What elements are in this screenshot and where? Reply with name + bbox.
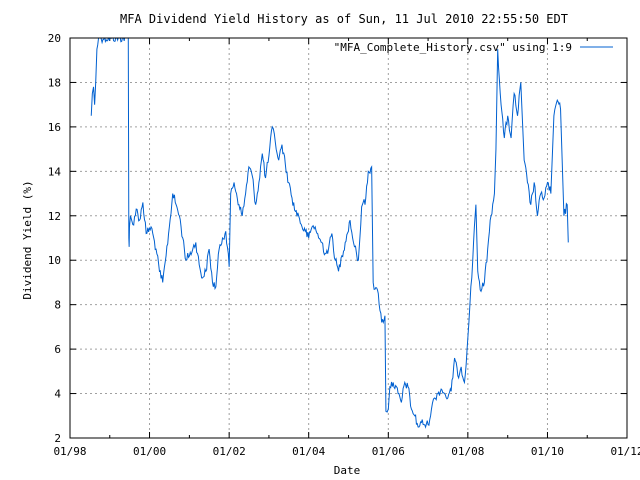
chart-title: MFA Dividend Yield History as of Sun, 11… [120,12,568,26]
y-tick-label: 8 [54,299,61,312]
x-tick-label: 01/12 [610,445,640,458]
y-tick-label: 18 [48,76,61,89]
x-tick-label: 01/04 [292,445,325,458]
y-tick-label: 4 [54,388,61,401]
y-tick-label: 12 [48,210,61,223]
x-axis-label: Date [334,464,361,477]
y-tick-label: 6 [54,343,61,356]
x-tick-label: 01/02 [213,445,246,458]
x-tick-label: 01/00 [133,445,166,458]
x-tick-label: 01/06 [372,445,405,458]
y-tick-label: 16 [48,121,61,134]
y-tick-labels: 2 4 6 8 10 12 14 16 18 20 [48,32,62,445]
x-tick-label: 01/08 [451,445,484,458]
y-tick-label: 2 [54,432,61,445]
x-tick-label: 01/98 [53,445,86,458]
y-axis-label: Dividend Yield (%) [21,180,34,299]
series-layer [90,38,569,429]
series-line-0 [90,38,569,429]
legend: "MFA_Complete_History.csv" using 1:9 [334,41,613,54]
y-tick-label: 14 [48,165,62,178]
y-tick-label: 10 [48,254,61,267]
y-tick-label: 20 [48,32,61,45]
plot-frame [69,37,628,439]
legend-label: "MFA_Complete_History.csv" using 1:9 [334,41,572,54]
x-tick-label: 01/10 [531,445,564,458]
x-tick-labels: 01/98 01/00 01/02 01/04 01/06 01/08 01/10 01/12 [53,445,640,458]
